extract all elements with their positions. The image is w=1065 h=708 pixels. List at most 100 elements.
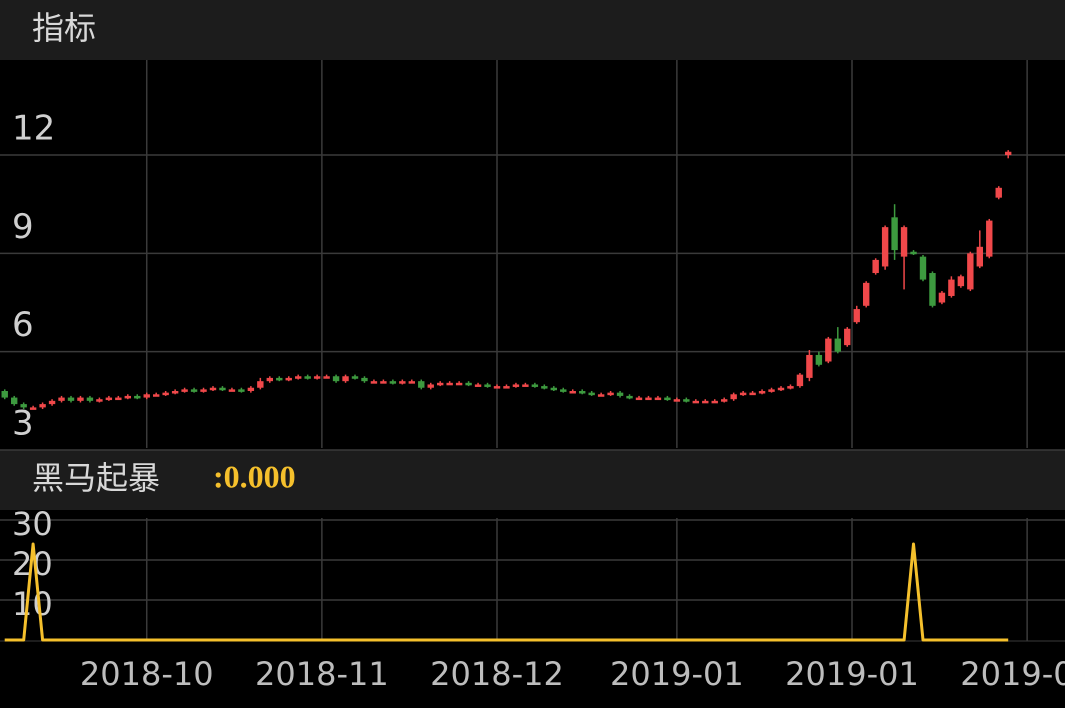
- candle-body: [938, 292, 946, 303]
- candle-body: [48, 400, 56, 405]
- candle-body: [683, 399, 690, 402]
- candle-body: [825, 338, 832, 362]
- candle-body: [455, 382, 463, 386]
- y-tick-label: 3: [12, 404, 34, 444]
- candle-body: [238, 389, 245, 392]
- candle-body: [228, 389, 236, 392]
- candle-body: [1, 391, 8, 398]
- candle-body: [361, 377, 368, 382]
- candle-body: [796, 374, 804, 387]
- candle-body: [702, 400, 709, 404]
- candle-body: [891, 217, 898, 251]
- candle-body: [853, 309, 860, 323]
- candle-body: [550, 387, 557, 391]
- candle-body: [11, 397, 18, 405]
- y-tick-label: 6: [12, 305, 34, 345]
- candle-body: [834, 338, 841, 352]
- x-tick-label: 2019-01: [610, 655, 744, 693]
- candle-body: [332, 376, 340, 382]
- candle-body: [881, 227, 889, 267]
- x-tick-label: 2018-12: [430, 655, 564, 693]
- candle-body: [58, 397, 65, 401]
- candle-body: [105, 397, 113, 401]
- candle-body: [342, 376, 349, 382]
- candle-body: [285, 377, 292, 381]
- candle-body: [465, 382, 472, 386]
- candle-body: [588, 392, 595, 396]
- candle-body: [626, 395, 633, 399]
- candle-body: [522, 384, 529, 387]
- candle-body: [597, 394, 605, 397]
- candle-body: [304, 376, 311, 379]
- candle-body: [616, 392, 624, 396]
- candle-body: [96, 399, 103, 402]
- candle-body: [209, 387, 217, 391]
- candle-body: [645, 397, 652, 401]
- candle-body: [787, 386, 794, 389]
- candle-body: [900, 227, 908, 257]
- candle-body: [758, 391, 766, 394]
- candle-body: [730, 394, 737, 400]
- candle-body: [919, 256, 927, 280]
- candle-body: [181, 389, 188, 392]
- candle-body: [389, 381, 397, 384]
- candle-body: [512, 384, 520, 387]
- candle-body: [929, 273, 936, 306]
- x-tick-label: 2018-10: [80, 655, 214, 693]
- candle-body: [844, 328, 851, 346]
- candle-body: [313, 376, 321, 379]
- candle-body: [976, 246, 983, 267]
- candle-body: [39, 404, 46, 408]
- candle-body: [986, 220, 993, 257]
- x-tick-label: 2019-01: [785, 655, 919, 693]
- y-tick-label: 9: [12, 207, 34, 247]
- candle-body: [276, 377, 283, 381]
- candle-body: [418, 381, 425, 388]
- indicator-line: [4, 542, 1009, 642]
- candle-body: [711, 400, 718, 404]
- candle-body: [427, 384, 434, 388]
- candle-body: [569, 391, 576, 394]
- candle-body: [446, 382, 453, 386]
- panel-title: 指标: [32, 9, 96, 47]
- candle-body: [872, 259, 879, 274]
- x-tick-label: 2019-02: [960, 655, 1065, 693]
- candle-body: [863, 282, 870, 306]
- candle-body: [143, 394, 150, 398]
- candle-body: [579, 391, 586, 394]
- candle-body: [77, 397, 84, 401]
- candle-body: [124, 395, 131, 399]
- candle-body: [493, 386, 501, 389]
- candle-body: [190, 389, 198, 392]
- candle-body: [266, 377, 273, 382]
- candle-body: [957, 276, 965, 287]
- candle-body: [370, 381, 378, 384]
- candle-body: [399, 381, 406, 384]
- candle-body: [721, 399, 728, 402]
- candle-body: [664, 397, 671, 401]
- candle-body: [560, 389, 567, 392]
- candle-body: [531, 384, 539, 387]
- candle-body: [295, 376, 302, 379]
- candle-body: [153, 394, 160, 397]
- candle-body: [607, 392, 614, 396]
- candle-body: [1005, 151, 1012, 156]
- y-tick-label: 12: [12, 109, 55, 149]
- candle-body: [749, 392, 756, 396]
- candle-body: [200, 389, 207, 392]
- candle-body: [910, 251, 917, 255]
- candle-body: [67, 397, 75, 401]
- candle-body: [437, 382, 444, 386]
- candle-body: [777, 387, 785, 391]
- candle-body: [768, 389, 775, 392]
- indicator-title: 黑马起暴: [32, 459, 160, 497]
- candle-body: [815, 354, 823, 365]
- candle-body: [967, 253, 974, 290]
- candle-body: [474, 384, 482, 387]
- candle-body: [806, 354, 813, 378]
- y-tick-label: 10: [12, 585, 53, 623]
- candle-body: [171, 391, 179, 394]
- candle-body: [739, 392, 747, 396]
